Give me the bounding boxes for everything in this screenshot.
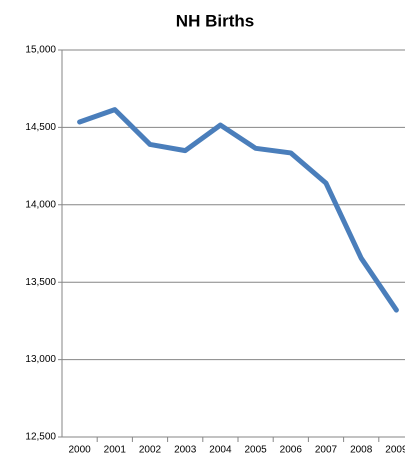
x-tick-label: 2009 xyxy=(385,445,405,456)
y-tick-label: 13,500 xyxy=(25,277,56,288)
y-tick-label: 13,000 xyxy=(25,354,56,365)
x-tick-label: 2008 xyxy=(350,445,373,456)
x-tick-label: 2001 xyxy=(104,445,127,456)
y-tick-label: 12,500 xyxy=(25,432,56,443)
x-tick-label: 2000 xyxy=(68,445,91,456)
y-tick-label: 14,500 xyxy=(25,122,56,133)
data-line xyxy=(77,107,399,313)
x-tick-label: 2003 xyxy=(174,445,197,456)
y-tick-label: 14,000 xyxy=(25,199,56,210)
x-tick-label: 2005 xyxy=(244,445,267,456)
x-tick-label: 2006 xyxy=(280,445,303,456)
x-tick-label: 2002 xyxy=(139,445,162,456)
x-tick-label: 2004 xyxy=(209,445,232,456)
y-tick-label: 15,000 xyxy=(25,45,56,56)
x-tick-label: 2007 xyxy=(315,445,338,456)
chart-title: NH Births xyxy=(176,11,254,30)
